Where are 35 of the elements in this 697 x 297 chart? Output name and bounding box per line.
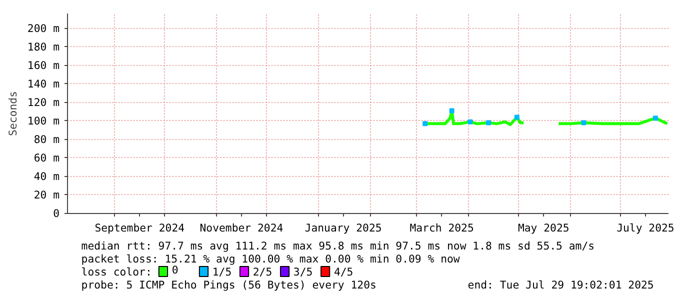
point (652, 116, 658, 121)
y-tick-label: 180 m (27, 40, 60, 54)
text: median rtt: 97.7 ms avg 111.2 ms max 95.8 ms min 97.5 ms now 1.8 ms sd 55.5 am/s (81, 240, 595, 252)
y-tick-label: 40 m (34, 170, 60, 183)
legend-label: 2/5 (252, 266, 272, 278)
point (422, 121, 428, 126)
x-tick-label: September 2024 (94, 222, 185, 234)
x-tick-label: January 2025 (304, 222, 382, 234)
y-axis-title: Seconds (6, 91, 20, 136)
point (486, 120, 492, 126)
y-tick-label: 60 m (34, 151, 60, 164)
y-tick-label: 100 m (27, 114, 60, 128)
y-tick-label: 140 m (27, 77, 60, 90)
legend-label: 1/5 (212, 266, 232, 278)
y-tick-label: 120 m (27, 96, 60, 109)
legend-label: 3/5 (293, 266, 313, 278)
legend-label: 4/5 (334, 266, 354, 278)
y-tick-label: 20 m (34, 188, 60, 202)
y-tick-label: 0 (53, 207, 60, 220)
text: packet loss: 15.21 % avg 100.00 % max 0.00 % min 0.09 % now (81, 252, 460, 266)
x-tick-label: July 2025 (616, 222, 674, 234)
text: probe: 5 ICMP Echo Pings (56 Bytes) every 120s (81, 278, 376, 292)
y-tick-label: 160 m (27, 58, 60, 72)
point (514, 114, 520, 120)
y-tick-label: 200 m (27, 22, 60, 35)
legend-label: 0 (172, 264, 178, 276)
y-tick-label: 80 m (34, 132, 60, 146)
x-tick-label: March 2025 (410, 222, 474, 234)
point (449, 108, 454, 114)
point (581, 120, 586, 126)
point (468, 119, 473, 124)
x-tick-label: May 2025 (518, 222, 570, 234)
text: end: Tue Jul 29 19:02:01 2025 (468, 278, 654, 292)
x-tick-label: November 2024 (200, 222, 284, 234)
legend-title: loss color: (81, 266, 152, 278)
